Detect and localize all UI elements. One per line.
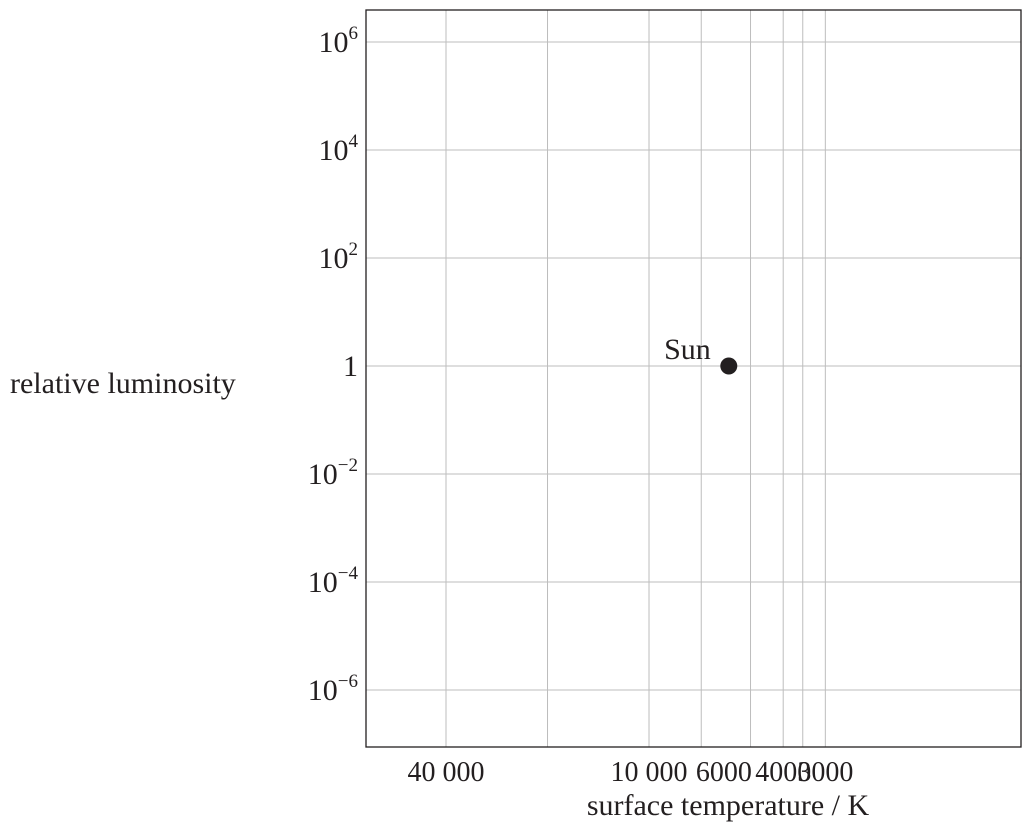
- plot-frame: [365, 9, 1022, 748]
- y-tick-label: 106: [319, 23, 359, 59]
- y-tick-label: 104: [319, 131, 359, 167]
- y-tick-label: 1: [343, 350, 358, 383]
- y-axis-label: relative luminosity: [10, 367, 236, 400]
- x-gridlines: [445, 10, 826, 747]
- x-tick-label: 6000: [696, 757, 752, 788]
- x-tick-label: 3000: [797, 757, 853, 788]
- data-points: Sun: [664, 333, 738, 375]
- y-tick-label: 102: [319, 239, 359, 275]
- y-tick-label: 10−4: [308, 563, 359, 599]
- sun-point: [720, 357, 738, 375]
- y-tick-label: 10−6: [308, 671, 358, 707]
- x-axis-label: surface temperature / K: [587, 789, 870, 822]
- y-tick-labels: 106 104 102 1 10−2 10−4 10−6: [308, 23, 359, 707]
- sun-label: Sun: [664, 333, 711, 366]
- y-tick-label: 10−2: [308, 455, 358, 491]
- x-tick-label: 10 000: [611, 757, 688, 788]
- y-gridlines: [366, 41, 1021, 691]
- x-tick-label: 4000: [755, 757, 811, 788]
- x-tick-label: 40 000: [408, 757, 485, 788]
